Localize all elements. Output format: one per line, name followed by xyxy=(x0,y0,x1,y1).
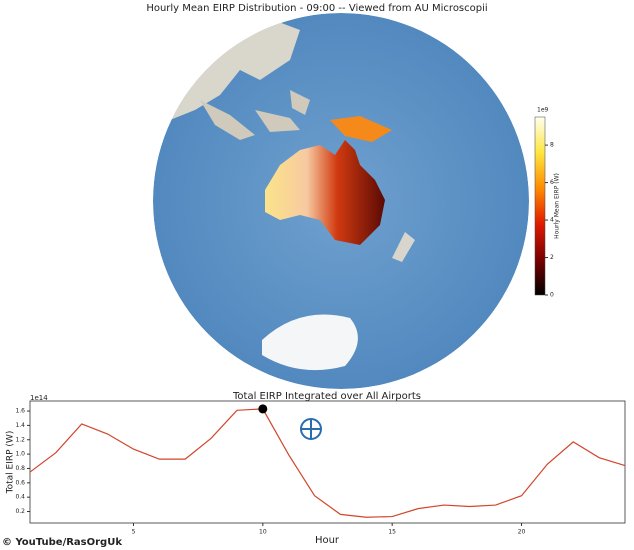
x-tick-label: 5 xyxy=(132,529,136,536)
colorbar-tick-label: 4 xyxy=(550,217,554,224)
y-tick-label: 1.2 xyxy=(15,436,25,443)
globe xyxy=(153,13,529,389)
x-tick-label: 15 xyxy=(388,529,396,536)
line-series xyxy=(29,408,626,518)
y-tick-label: 0.2 xyxy=(15,508,25,515)
y-tick-label: 1.6 xyxy=(15,408,25,415)
indonesia xyxy=(200,90,310,140)
map-title: Hourly Mean EIRP Distribution - 09:00 --… xyxy=(146,3,487,14)
x-tick-label: 20 xyxy=(518,529,526,536)
plot-frame xyxy=(29,400,626,524)
y-label: Total EIRP (W) xyxy=(6,431,16,495)
y-tick-label: 1.0 xyxy=(15,451,25,458)
x-tick-label: 10 xyxy=(259,529,267,536)
watermark: © YouTube/RasOrgUk xyxy=(2,537,122,548)
colorbar-tick-label: 2 xyxy=(550,254,554,261)
colorbar xyxy=(534,116,546,296)
colorbar-label: Hourly Mean EIRP (W) xyxy=(554,173,561,239)
colorbar-tick-label: 0 xyxy=(550,292,554,299)
australia xyxy=(265,140,385,245)
antarctica xyxy=(262,314,358,371)
colorbar-tick-label: 8 xyxy=(550,142,554,149)
y-tick-label: 0.6 xyxy=(15,479,25,486)
line-title: Total EIRP Integrated over All Airports xyxy=(232,391,421,402)
y-tick-label: 0.4 xyxy=(15,494,25,501)
new-zealand xyxy=(392,232,415,262)
y-offset: 1e14 xyxy=(30,394,48,402)
y-tick-label: 0.8 xyxy=(15,465,25,472)
colorbar-offset: 1e9 xyxy=(537,107,549,114)
new-guinea xyxy=(330,116,392,142)
y-tick-label: 1.4 xyxy=(15,422,25,429)
cursor-icon xyxy=(300,418,322,440)
x-label: Hour xyxy=(315,535,340,546)
colorbar-tick-label: 6 xyxy=(550,179,554,186)
hour-marker xyxy=(258,404,268,414)
